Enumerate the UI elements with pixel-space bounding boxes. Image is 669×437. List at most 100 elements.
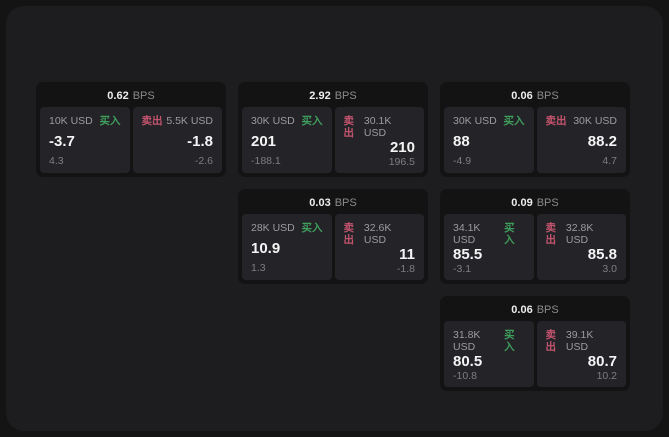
spread-header: 0.09 BPS — [444, 193, 626, 214]
buy-sub-value: -188.1 — [251, 155, 281, 167]
sell-amount: 32.8K USD — [565, 222, 594, 246]
spread-unit: BPS — [334, 90, 357, 102]
buy-price: 10.9 — [251, 239, 281, 257]
quote-card: 0.03 BPS 28K USD 买入 10.9 1.3 卖出 32.6K USD… — [238, 189, 428, 284]
sell-sub-value: 4.7 — [602, 155, 617, 167]
sell-quote-tile[interactable]: 卖出 5.5K USD -1.8 -2.6 — [132, 107, 222, 173]
buy-quote-tile[interactable]: 10K USD 买入 -3.7 4.3 — [40, 107, 130, 173]
buy-label: 买入 — [301, 222, 323, 234]
buy-quote-tile[interactable]: 31.8K USD 买入 80.5 -10.8 — [444, 321, 534, 387]
buy-label: 买入 — [503, 115, 525, 127]
sell-label: 卖出 — [545, 329, 557, 353]
buy-amount: 30K USD — [251, 115, 295, 127]
buy-quote-tile[interactable]: 28K USD 买入 10.9 1.3 — [242, 214, 332, 280]
quote-card: 0.62 BPS 10K USD 买入 -3.7 4.3 卖出 5.5K USD … — [36, 82, 226, 177]
buy-label: 买入 — [504, 329, 515, 353]
spread-value: 0.62 — [107, 90, 129, 102]
sell-price: 88.2 — [587, 132, 617, 150]
buy-sub-value: -3.1 — [453, 263, 472, 275]
buy-tile-top: 30K USD 买入 — [251, 115, 323, 127]
sell-sub-value: 10.2 — [596, 370, 617, 382]
sell-label: 卖出 — [343, 222, 355, 246]
spread-value: 2.92 — [309, 90, 331, 102]
spread-unit: BPS — [132, 90, 155, 102]
spread-header: 0.03 BPS — [242, 193, 424, 214]
buy-price: 80.5 — [453, 353, 483, 370]
sell-sub-value: -2.6 — [194, 155, 213, 167]
spread-header: 2.92 BPS — [242, 86, 424, 107]
sell-quote-tile[interactable]: 卖出 30K USD 88.2 4.7 — [536, 107, 626, 173]
sell-label: 卖出 — [545, 222, 557, 246]
sell-sub-value: 3.0 — [602, 263, 617, 275]
quote-card-body: 30K USD 买入 201 -188.1 卖出 30.1K USD 210 1… — [242, 107, 424, 173]
sell-amount: 39.1K USD — [565, 329, 594, 353]
sell-amount: 30.1K USD — [363, 115, 392, 139]
buy-tile-top: 28K USD 买入 — [251, 222, 323, 234]
quotes-panel: 0.62 BPS 10K USD 买入 -3.7 4.3 卖出 5.5K USD … — [6, 6, 663, 431]
sell-quote-tile[interactable]: 卖出 32.6K USD 11 -1.8 — [334, 214, 424, 280]
buy-label: 买入 — [504, 222, 515, 246]
quote-card: 0.06 BPS 31.8K USD 买入 80.5 -10.8 卖出 39.1K… — [440, 296, 630, 391]
buy-price: 201 — [251, 132, 277, 150]
quote-card-body: 28K USD 买入 10.9 1.3 卖出 32.6K USD 11 -1.8 — [242, 214, 424, 280]
spread-unit: BPS — [536, 90, 559, 102]
quote-card-body: 34.1K USD 买入 85.5 -3.1 卖出 32.8K USD 85.8… — [444, 214, 626, 280]
spread-unit: BPS — [536, 304, 559, 316]
quote-card: 2.92 BPS 30K USD 买入 201 -188.1 卖出 30.1K U… — [238, 82, 428, 177]
sell-price: 80.7 — [587, 353, 617, 370]
buy-price: 85.5 — [453, 246, 483, 263]
spread-value: 0.06 — [511, 90, 533, 102]
sell-quote-tile[interactable]: 卖出 32.8K USD 85.8 3.0 — [536, 214, 626, 280]
buy-tile-top: 10K USD 买入 — [49, 115, 121, 127]
sell-price: 210 — [389, 139, 415, 156]
quote-card-body: 30K USD 买入 88 -4.9 卖出 30K USD 88.2 4.7 — [444, 107, 626, 173]
spread-header: 0.06 BPS — [444, 86, 626, 107]
buy-sub-value: -10.8 — [453, 370, 477, 382]
buy-sub-value: -4.9 — [453, 155, 472, 167]
buy-amount: 31.8K USD — [453, 329, 481, 353]
buy-sub-value: 4.3 — [49, 155, 64, 167]
sell-price: -1.8 — [187, 132, 213, 150]
buy-price: -3.7 — [49, 132, 75, 150]
buy-quote-tile[interactable]: 34.1K USD 买入 85.5 -3.1 — [444, 214, 534, 280]
buy-tile-top: 30K USD 买入 — [453, 115, 525, 127]
quote-cards-grid: 0.62 BPS 10K USD 买入 -3.7 4.3 卖出 5.5K USD … — [36, 82, 630, 391]
buy-amount: 28K USD — [251, 222, 295, 234]
spread-unit: BPS — [536, 197, 559, 209]
buy-amount: 10K USD — [49, 115, 93, 127]
sell-tile-top: 卖出 32.6K USD — [344, 222, 416, 246]
buy-label: 买入 — [301, 115, 323, 127]
quote-card-body: 31.8K USD 买入 80.5 -10.8 卖出 39.1K USD 80.… — [444, 321, 626, 387]
sell-label: 卖出 — [343, 115, 355, 139]
quote-card-body: 10K USD 买入 -3.7 4.3 卖出 5.5K USD -1.8 -2.… — [40, 107, 222, 173]
buy-amount: 30K USD — [453, 115, 497, 127]
buy-tile-top: 34.1K USD 买入 — [453, 222, 525, 246]
spread-value: 0.06 — [511, 304, 533, 316]
sell-label: 卖出 — [141, 115, 163, 127]
sell-amount: 30K USD — [573, 115, 617, 127]
sell-quote-tile[interactable]: 卖出 30.1K USD 210 196.5 — [334, 107, 424, 173]
sell-tile-top: 卖出 30.1K USD — [344, 115, 416, 139]
buy-quote-tile[interactable]: 30K USD 买入 201 -188.1 — [242, 107, 332, 173]
quote-card: 0.09 BPS 34.1K USD 买入 85.5 -3.1 卖出 32.8K … — [440, 189, 630, 284]
sell-label: 卖出 — [545, 115, 567, 127]
sell-amount: 32.6K USD — [363, 222, 392, 246]
spread-value: 0.09 — [511, 197, 533, 209]
spread-header: 0.62 BPS — [40, 86, 222, 107]
buy-quote-tile[interactable]: 30K USD 买入 88 -4.9 — [444, 107, 534, 173]
sell-price: 85.8 — [587, 246, 617, 263]
sell-quote-tile[interactable]: 卖出 39.1K USD 80.7 10.2 — [536, 321, 626, 387]
sell-tile-top: 卖出 30K USD — [546, 115, 618, 127]
buy-label: 买入 — [99, 115, 121, 127]
buy-price: 88 — [453, 132, 470, 150]
spread-unit: BPS — [334, 197, 357, 209]
sell-sub-value: 196.5 — [388, 156, 415, 168]
sell-tile-top: 卖出 5.5K USD — [142, 115, 214, 127]
sell-tile-top: 卖出 39.1K USD — [546, 329, 618, 353]
spread-value: 0.03 — [309, 197, 331, 209]
spread-header: 0.06 BPS — [444, 300, 626, 321]
buy-tile-top: 31.8K USD 买入 — [453, 329, 525, 353]
buy-sub-value: 1.3 — [251, 262, 266, 274]
sell-amount: 5.5K USD — [166, 115, 213, 127]
